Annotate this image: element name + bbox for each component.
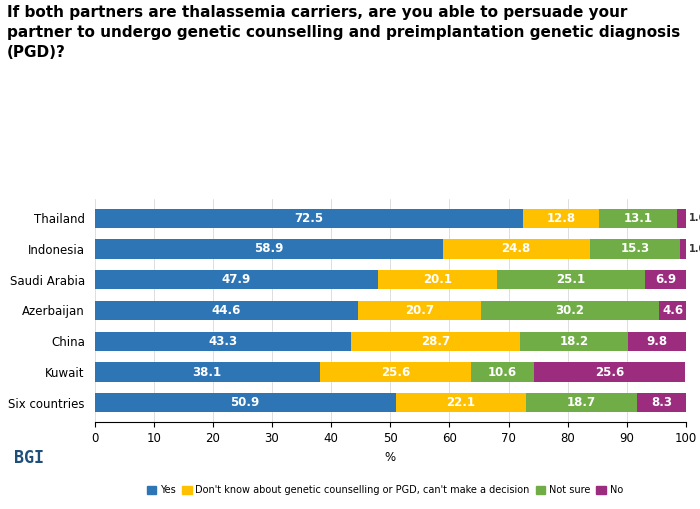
Text: 15.3: 15.3 — [620, 242, 650, 256]
Bar — [680, 239, 686, 259]
Bar — [471, 362, 534, 382]
Bar — [520, 332, 628, 351]
Text: 12.8: 12.8 — [547, 212, 576, 225]
Text: 1.6: 1.6 — [689, 213, 700, 223]
Text: 47.9: 47.9 — [221, 273, 251, 286]
Bar — [94, 362, 320, 382]
Bar — [94, 332, 351, 351]
Bar — [589, 239, 680, 259]
Text: 44.6: 44.6 — [211, 304, 241, 317]
Text: 38.1: 38.1 — [193, 365, 222, 379]
Text: 50.9: 50.9 — [230, 396, 260, 409]
Text: 25.6: 25.6 — [381, 365, 410, 379]
Bar — [94, 209, 524, 228]
Text: 30.2: 30.2 — [556, 304, 584, 317]
Text: 28.7: 28.7 — [421, 335, 450, 348]
Bar — [358, 301, 481, 320]
Bar — [659, 301, 687, 320]
Text: 58.9: 58.9 — [254, 242, 284, 256]
Bar — [94, 239, 443, 259]
Bar — [628, 332, 686, 351]
Text: 8.3: 8.3 — [651, 396, 672, 409]
Bar — [534, 362, 685, 382]
Text: 24.8: 24.8 — [502, 242, 531, 256]
Bar — [481, 301, 659, 320]
Text: 20.1: 20.1 — [423, 273, 452, 286]
Text: 6.9: 6.9 — [655, 273, 676, 286]
Text: 1.0: 1.0 — [689, 244, 700, 254]
Bar — [94, 393, 395, 412]
Text: 18.7: 18.7 — [567, 396, 596, 409]
Bar — [637, 393, 686, 412]
Text: If both partners are thalassemia carriers, are you able to persuade your
partner: If both partners are thalassemia carrier… — [7, 5, 680, 60]
Bar — [378, 270, 497, 289]
Bar — [94, 270, 378, 289]
Text: 18.2: 18.2 — [559, 335, 589, 348]
Bar — [320, 362, 471, 382]
Bar — [599, 209, 676, 228]
Text: 25.6: 25.6 — [595, 365, 624, 379]
Bar — [443, 239, 589, 259]
Bar — [645, 270, 686, 289]
Text: 10.6: 10.6 — [488, 365, 517, 379]
Text: 20.7: 20.7 — [405, 304, 434, 317]
Bar — [676, 209, 686, 228]
X-axis label: %: % — [385, 451, 396, 464]
Bar — [497, 270, 645, 289]
Text: 43.3: 43.3 — [208, 335, 237, 348]
Bar — [526, 393, 637, 412]
Bar — [395, 393, 526, 412]
Text: BGI: BGI — [14, 449, 44, 467]
Bar — [524, 209, 599, 228]
Legend: Yes, Don't know about genetic counselling or PGD, can't make a decision, Not sur: Yes, Don't know about genetic counsellin… — [143, 482, 627, 499]
Text: 22.1: 22.1 — [447, 396, 475, 409]
Text: 72.5: 72.5 — [295, 212, 323, 225]
Text: 4.6: 4.6 — [662, 304, 683, 317]
Text: 25.1: 25.1 — [556, 273, 585, 286]
Bar — [94, 301, 358, 320]
Text: 9.8: 9.8 — [647, 335, 668, 348]
Text: 13.1: 13.1 — [623, 212, 652, 225]
Bar — [351, 332, 520, 351]
